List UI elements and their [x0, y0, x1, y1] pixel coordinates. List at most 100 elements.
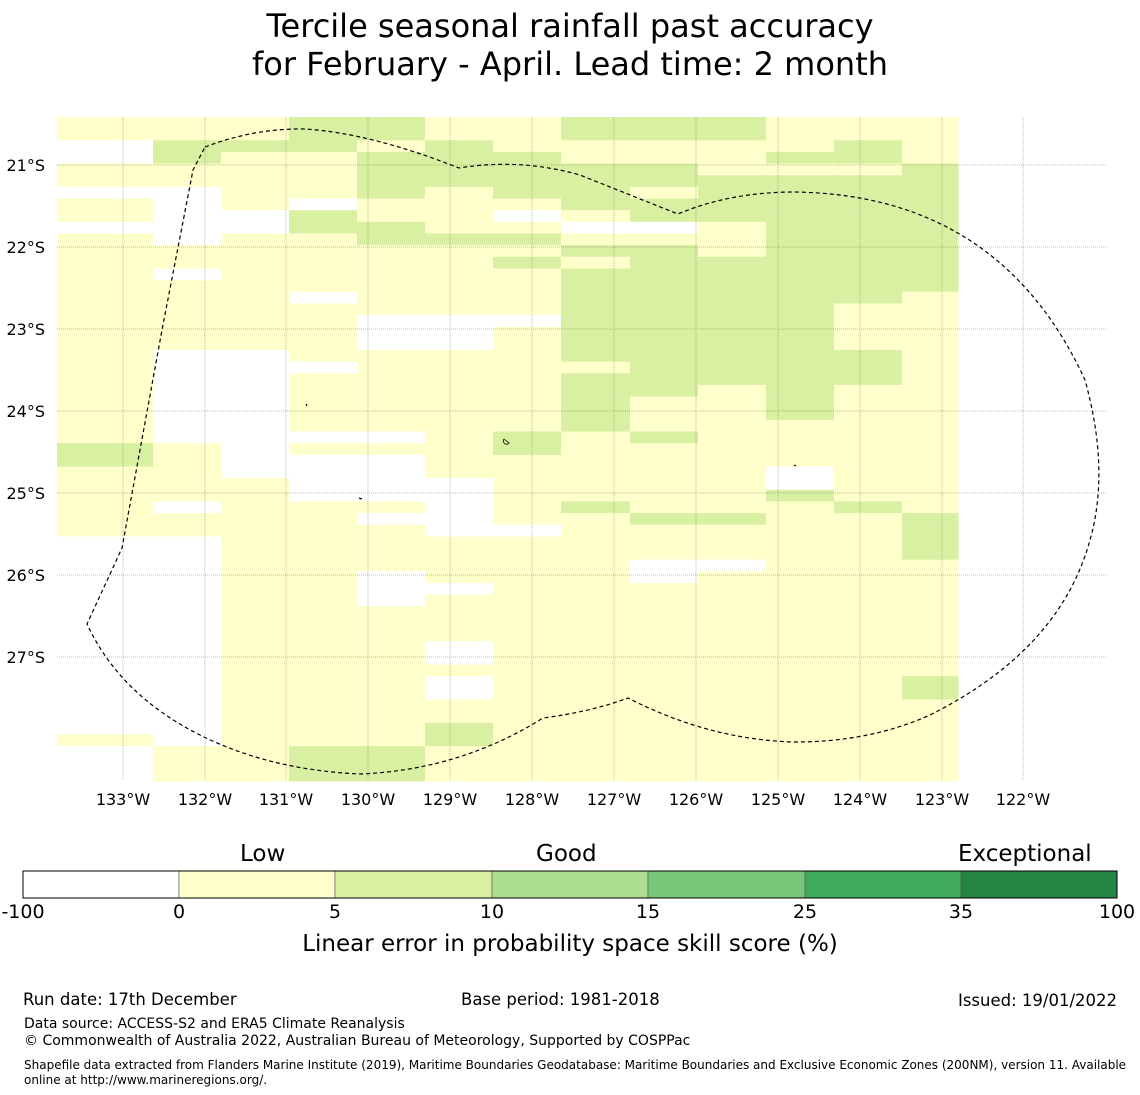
skill-cell: [153, 443, 222, 456]
skill-cell: [902, 571, 959, 584]
skill-cell: [493, 454, 562, 467]
skill-cell: [153, 746, 222, 759]
skill-cell: [57, 664, 154, 677]
skill-cell: [221, 221, 290, 234]
skill-cell: [902, 676, 959, 689]
skill-cell: [834, 676, 903, 689]
skill-cell: [902, 280, 959, 293]
skill-cell: [57, 140, 154, 153]
skill-cell: [493, 617, 562, 631]
skill-cell: [57, 582, 154, 596]
skill-cell: [630, 186, 699, 200]
latitude-label: 25°S: [6, 484, 45, 503]
skill-cell: [153, 384, 222, 398]
skill-cell: [834, 373, 903, 386]
skill-cell: [493, 280, 562, 293]
skill-cell: [493, 548, 562, 561]
skill-cell: [221, 233, 290, 246]
skill-cell: [289, 687, 358, 700]
skill-cell: [766, 291, 835, 304]
skill-cell: [289, 221, 358, 234]
skill-cell: [153, 711, 222, 724]
colorbar-tick-label: -100: [1, 901, 45, 923]
skill-cell: [834, 431, 903, 444]
skill-cell: [493, 384, 562, 398]
skill-cell: [153, 408, 222, 421]
skill-cell: [698, 722, 767, 735]
skill-cell: [153, 769, 222, 782]
skill-cell: [902, 291, 959, 304]
skill-cell: [425, 408, 494, 421]
skill-cell: [834, 210, 903, 223]
skill-cell: [902, 175, 959, 188]
skill-cell: [766, 338, 835, 351]
skill-cell: [698, 431, 767, 444]
skill-cell: [834, 443, 903, 456]
skill-cell: [561, 326, 631, 339]
skill-cell: [766, 361, 835, 374]
skill-cell: [766, 594, 835, 607]
skill-cell: [425, 769, 494, 782]
skill-cell: [221, 617, 290, 631]
skill-cell: [493, 128, 562, 141]
skill-cell: [425, 757, 494, 770]
skill-cell: [57, 699, 154, 712]
skill-cell: [221, 571, 290, 584]
skill-cell: [766, 466, 835, 479]
skill-cell: [698, 536, 767, 549]
skill-cell: [834, 606, 903, 619]
skill-cell: [698, 186, 767, 200]
skill-cell: [834, 757, 903, 770]
skill-cell: [289, 186, 358, 200]
skill-cell: [902, 128, 959, 141]
skill-cell: [221, 699, 290, 712]
skill-cell: [493, 769, 562, 782]
skill-cell: [561, 617, 631, 631]
skill-cell: [289, 454, 358, 467]
skill-cell: [561, 186, 631, 200]
skill-cell: [561, 419, 631, 433]
skill-cell: [289, 210, 358, 223]
skill-cell: [630, 256, 699, 269]
skill-cell: [57, 361, 154, 374]
skill-cell: [834, 722, 903, 735]
skill-cell: [698, 652, 767, 666]
colorbar-swatch: [334, 870, 493, 899]
skill-cell: [57, 652, 154, 666]
colorbar-tick-label: 100: [1098, 901, 1136, 923]
skill-cell: [698, 699, 767, 712]
colorbar-tick-label: 25: [792, 901, 818, 923]
skill-cell: [57, 163, 154, 176]
skill-cell: [221, 641, 290, 654]
skill-cell: [766, 315, 835, 328]
skill-cell: [698, 233, 767, 246]
skill-cell: [425, 151, 494, 165]
skill-cell: [289, 384, 358, 398]
skill-cell: [289, 408, 358, 421]
skill-cell: [493, 431, 562, 444]
skill-cell: [289, 548, 358, 561]
skill-cell: [561, 711, 631, 724]
longitude-label: 128°W: [505, 790, 560, 809]
skill-cell: [57, 559, 154, 572]
skill-cell: [766, 699, 835, 712]
skill-cell: [357, 198, 426, 211]
skill-cell: [561, 443, 631, 456]
skill-cell: [698, 757, 767, 770]
skill-cell: [834, 128, 903, 141]
skill-cell: [425, 454, 494, 467]
skill-cell: [698, 151, 767, 165]
skill-cell: [289, 175, 358, 188]
skill-cell: [425, 513, 494, 526]
colorbar-swatch: [178, 870, 336, 899]
latitude-label: 21°S: [6, 156, 45, 175]
skill-cell: [493, 571, 562, 584]
skill-cell: [766, 536, 835, 549]
skill-cell: [766, 606, 835, 619]
skill-cell: [57, 617, 154, 631]
colorbar-swatch: [491, 870, 649, 899]
skill-cell: [834, 315, 903, 328]
skill-cell: [425, 734, 494, 747]
skill-cell: [425, 722, 494, 735]
